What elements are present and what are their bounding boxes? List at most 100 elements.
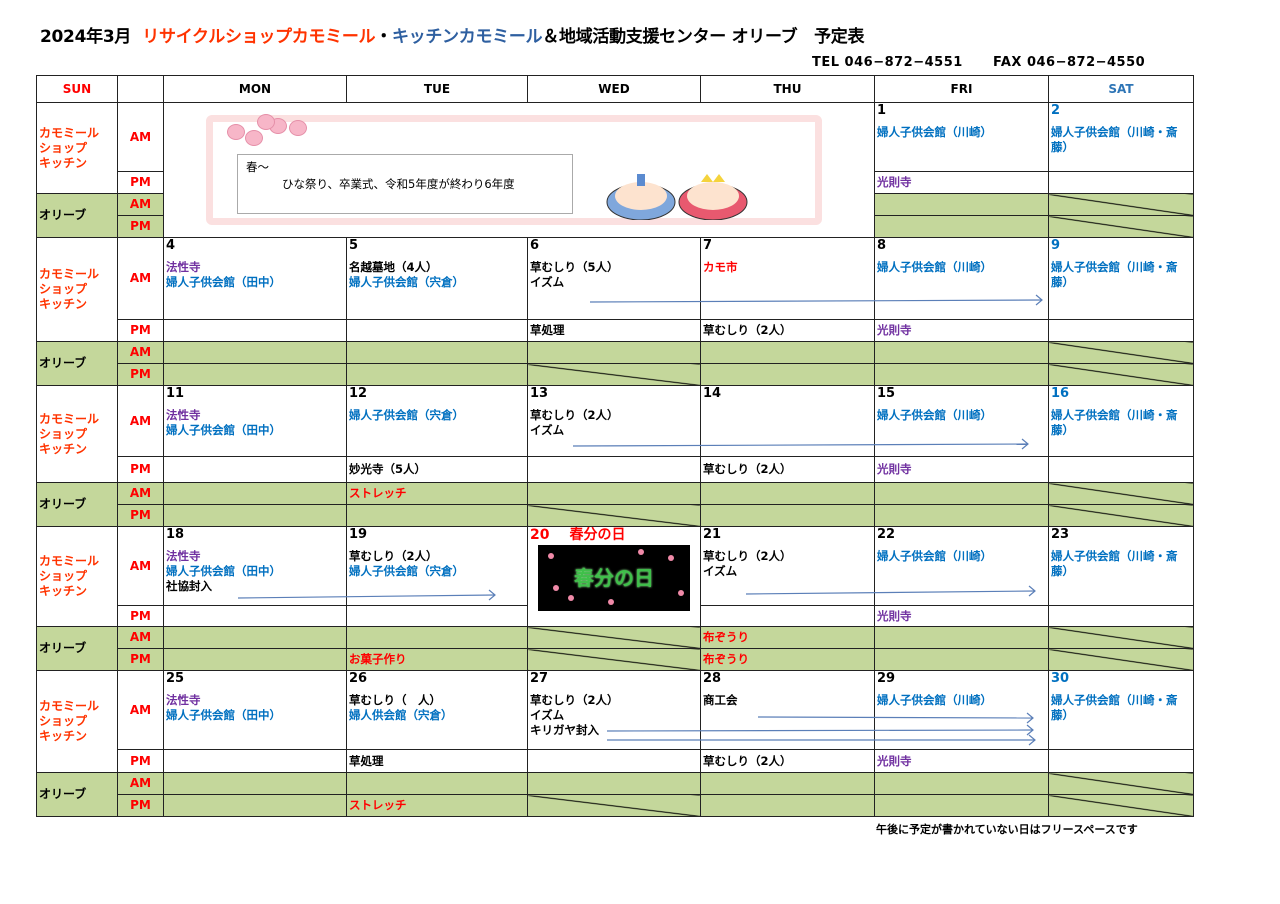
olive-cell xyxy=(700,504,875,527)
day-cell-am: 1 婦人子供会館（川崎） xyxy=(874,102,1049,172)
olive-cell: ストレッチ xyxy=(346,482,528,505)
kitchen-am-row: カモミール ショップ キッチン AM 4 法性寺 婦人子供会館（田中） 5 名越墓地（4人）… xyxy=(36,237,1194,342)
day-cell-am: 23 婦人子供会館（川崎・斎藤） xyxy=(1048,526,1194,606)
am-label: AM xyxy=(117,341,164,364)
page-title: 2024年3月 リサイクルショップカモミール・キッチンカモミール＆地域活動支援セ… xyxy=(40,22,864,47)
pm-label: PM xyxy=(117,171,164,194)
header-sat: SAT xyxy=(1048,75,1194,103)
olive-closed-cell xyxy=(1048,504,1194,527)
olive-cell xyxy=(163,341,347,364)
pm-label: PM xyxy=(117,319,164,342)
pm-label: PM xyxy=(117,215,164,238)
schedule-entry: 草むしり（2人） xyxy=(703,462,792,476)
plum-blossom-icon xyxy=(217,114,307,146)
schedule-entry: 妙光寺（5人） xyxy=(349,462,427,476)
schedule-entry: カモ市 xyxy=(703,260,738,274)
title-kitchen: キッチンカモミール xyxy=(391,27,543,47)
title-separator: ・ xyxy=(375,27,392,47)
olive-cell xyxy=(874,363,1049,386)
day-cell-pm: 光則寺 xyxy=(874,605,1049,627)
day-number: 19 xyxy=(349,527,368,543)
olive-closed-cell xyxy=(527,363,701,386)
olive-closed-cell xyxy=(1048,193,1194,216)
day-cell-pm xyxy=(527,456,701,483)
olive-cell xyxy=(346,341,528,364)
hina-dolls-icon xyxy=(603,172,753,221)
day-cell-am: 15 婦人子供会館（川崎） xyxy=(874,385,1049,457)
olive-pm-row: PM ストレッチ xyxy=(37,794,1194,817)
day-cell-am: 12 婦人子供会館（宍倉） xyxy=(346,385,528,457)
day-number: 21 xyxy=(703,527,722,543)
olive-closed-cell xyxy=(1048,648,1194,671)
spring-banner: 春～ ひな祭り、卒業式、令和5年度が終わり6年度 xyxy=(206,114,822,225)
header-fri: FRI xyxy=(874,75,1049,103)
day-cell-am: 13 草むしり（2人） イズム xyxy=(527,385,701,457)
day-number: 7 xyxy=(703,238,713,254)
schedule-entry: イズム xyxy=(530,275,565,289)
schedule-entry: 光則寺 xyxy=(877,323,912,337)
day-number: 8 xyxy=(877,238,887,254)
olive-cell xyxy=(874,772,1049,795)
banner-line-2: ひな祭り、卒業式、令和5年度が終わり6年度 xyxy=(282,177,515,191)
schedule-entry: 草むしり（2人） xyxy=(703,753,792,768)
olive-cell xyxy=(527,772,701,795)
day-cell-am: 6 草むしり（5人） イズム xyxy=(527,237,701,320)
am-label: AM xyxy=(117,772,164,795)
olive-pm-row: PM xyxy=(37,215,1194,238)
olive-cell: 布ぞうり xyxy=(700,626,875,649)
kitchen-label-text: カモミール ショップ キッチン xyxy=(39,411,100,456)
schedule-entry: 草むしり（2人） xyxy=(530,693,619,707)
day-cell-am: 8 婦人子供会館（川崎） xyxy=(874,237,1049,320)
schedule-entry: 草むしり（ 人） xyxy=(349,693,441,707)
day-cell-pm: 妙光寺（5人） xyxy=(346,456,528,483)
olive-entry: ストレッチ xyxy=(349,486,407,500)
pm-label: PM xyxy=(117,363,164,386)
day-number: 6 xyxy=(530,238,540,254)
schedule-entry: 婦人子供会館（田中） xyxy=(166,275,281,289)
olive-pm-row: PM xyxy=(37,504,1194,527)
olive-cell xyxy=(163,648,347,671)
day-cell-am: 9 婦人子供会館（川崎・斎藤） xyxy=(1048,237,1194,320)
holiday-name: 春分の日 xyxy=(569,527,626,544)
schedule-entry: 婦人子供会館（川崎） xyxy=(877,693,992,707)
kitchen-pm-row: PM 妙光寺（5人） 草むしり（2人） 光則寺 xyxy=(37,456,1194,483)
day-cell-am: 2 婦人子供会館（川崎・斎藤） xyxy=(1048,102,1194,172)
day-cell-pm xyxy=(1048,749,1194,773)
schedule-entry: 婦人子供会館（宍倉） xyxy=(349,408,464,422)
title-recycle-shop: リサイクルショップカモミール xyxy=(142,27,376,47)
day-cell-am: 28 商工会 xyxy=(700,670,875,750)
olive-cell xyxy=(874,794,1049,817)
olive-entry: 布ぞうり xyxy=(703,652,749,666)
kitchen-label: カモミール ショップ キッチン xyxy=(36,237,118,342)
olive-am-row: オリーブ AM 布ぞうり xyxy=(36,626,1194,671)
day-number: 20 xyxy=(530,527,550,544)
header-mon: MON xyxy=(163,75,347,103)
day-cell-am: 11 法性寺 婦人子供会館（田中） xyxy=(163,385,347,457)
day-cell-pm xyxy=(1048,171,1194,194)
olive-cell xyxy=(346,772,528,795)
olive-label: オリーブ xyxy=(36,482,118,527)
olive-cell xyxy=(874,341,1049,364)
schedule-entry: 婦人子供会館（川崎・斎藤） xyxy=(1051,125,1178,154)
schedule-entry: 婦人子供会館（田中） xyxy=(166,708,281,722)
olive-cell xyxy=(163,772,347,795)
day-cell-am: 5 名越墓地（4人） 婦人子供会館（宍倉） xyxy=(346,237,528,320)
olive-closed-cell xyxy=(1048,215,1194,238)
schedule-entry: 光則寺 xyxy=(877,753,912,768)
fax-number: FAX 046−872−4550 xyxy=(992,55,1146,70)
day-cell-am: 19 草むしり（2人） 婦人子供会館（宍倉） xyxy=(346,526,528,606)
kitchen-label-text: カモミール ショップ キッチン xyxy=(39,267,100,311)
am-label: AM xyxy=(117,385,164,457)
olive-cell xyxy=(163,794,347,817)
olive-pm-row: PM お菓子作り 布ぞうり xyxy=(37,648,1194,671)
kitchen-pm-row: PM 草処理 草むしり（2人） 光則寺 xyxy=(37,319,1194,342)
day-cell-pm xyxy=(163,749,347,773)
olive-closed-cell xyxy=(527,504,701,527)
olive-entry: ストレッチ xyxy=(349,798,407,812)
olive-closed-cell xyxy=(527,794,701,817)
kitchen-pm-row: PM 光則寺 xyxy=(37,171,1194,194)
olive-closed-cell xyxy=(1048,626,1194,649)
olive-am-row: オリーブ AM xyxy=(36,193,1194,238)
day-cell-am: 7 カモ市 xyxy=(700,237,875,320)
day-cell-pm: 光則寺 xyxy=(874,456,1049,483)
